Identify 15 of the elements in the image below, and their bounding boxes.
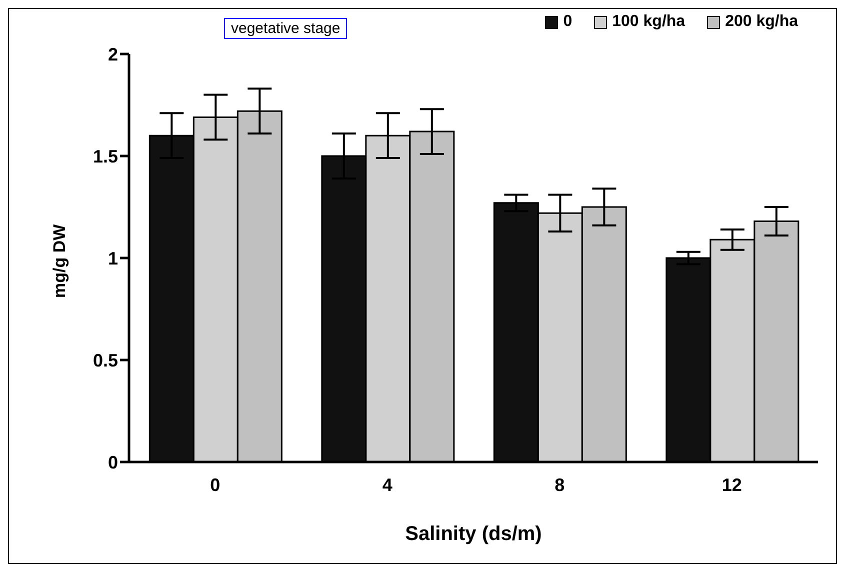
chart-title: vegetative stage — [224, 18, 348, 39]
legend-label: 200 kg/ha — [724, 13, 798, 31]
legend-label: 0 — [562, 13, 572, 31]
y-axis-title: mg/g DW — [50, 223, 70, 298]
x-tick-label: 0 — [210, 474, 220, 495]
y-tick-label: 1.5 — [92, 146, 118, 166]
y-tick-label: 2 — [108, 44, 118, 64]
x-axis-title: Salinity (ds/m) — [405, 523, 542, 545]
x-tick-label: 12 — [722, 474, 742, 495]
y-tick-label: 0.5 — [92, 350, 118, 370]
x-tick-label: 4 — [382, 474, 392, 495]
x-tick-label: 8 — [554, 474, 565, 495]
legend-label: 100 kg/ha — [611, 13, 686, 31]
y-tick-label: 1 — [108, 248, 118, 268]
y-tick-label: 0 — [108, 452, 118, 472]
